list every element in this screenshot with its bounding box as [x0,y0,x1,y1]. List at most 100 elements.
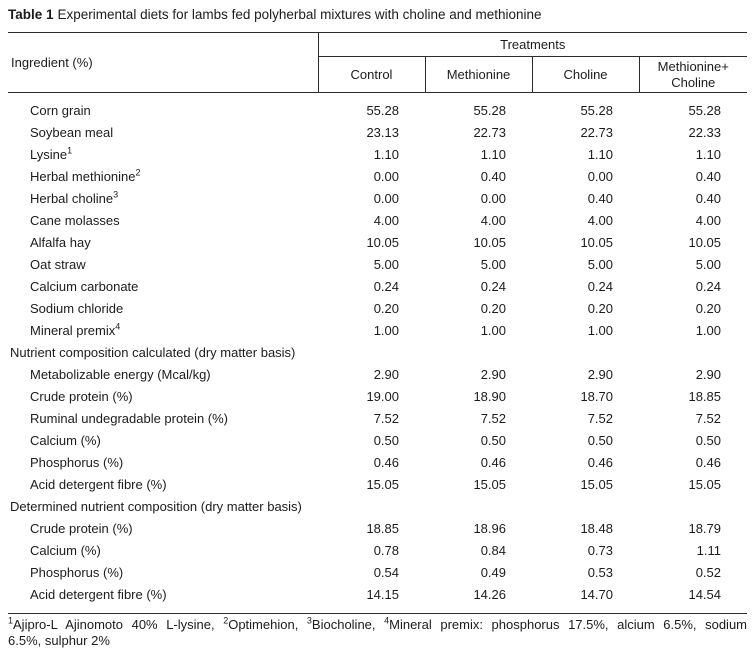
row-label: Oat straw [30,257,86,272]
value-cell: 5.00 [587,257,613,272]
value-cell: 1.11 [696,543,722,558]
value-cell: 15.05 [580,477,613,492]
value-cell: 18.48 [580,521,613,536]
value-cell: 0.40 [480,169,506,184]
value-cell: 1.10 [373,147,399,162]
table-row: Crude protein (%) 18.85 18.96 18.48 18.79 [8,518,747,540]
value-cell: 1.00 [373,323,399,338]
value-cell: 15.05 [688,477,722,492]
table-row: Herbal choline3 0.00 0.00 0.40 0.40 [8,188,747,210]
column-header-methionine-choline: Methionine+ Choline [638,56,748,93]
table-caption-label: Table 1 [8,7,54,22]
value-cell: 0.24 [587,279,613,294]
value-cell: 14.15 [366,587,399,602]
value-cell: 0.40 [587,191,613,206]
table-row: Crude protein (%) 19.00 18.90 18.70 18.85 [8,386,747,408]
value-cell: 0.46 [587,455,613,470]
row-label: Calcium (%) [30,543,101,558]
section-row: Determined nutrient composition (dry mat… [8,496,747,518]
value-cell: 1.10 [695,147,722,162]
table-row: Alfalfa hay 10.05 10.05 10.05 10.05 [8,232,747,254]
section-row: Nutrient composition calculated (dry mat… [8,342,747,364]
value-cell: 7.52 [373,411,399,426]
value-cell: 4.00 [480,213,506,228]
value-cell: 0.20 [480,301,506,316]
value-cell: 0.49 [480,565,506,580]
value-cell: 0.40 [695,169,722,184]
value-cell: 18.85 [366,521,399,536]
value-cell: 0.00 [373,169,399,184]
value-cell: 0.50 [695,433,722,448]
value-cell: 0.00 [373,191,399,206]
row-label: Crude protein (%) [30,521,133,536]
section-label: Determined nutrient composition (dry mat… [10,499,302,514]
value-cell: 7.52 [587,411,613,426]
row-label: Calcium carbonate [30,279,139,294]
column-header-methionine: Methionine [424,56,532,93]
value-cell: 5.00 [480,257,506,272]
table-row: Acid detergent fibre (%) 15.05 15.05 15.05 1… [8,474,747,496]
value-cell: 10.05 [580,235,613,250]
treatments-header: Treatments [317,32,748,57]
value-cell: 0.50 [480,433,506,448]
value-cell: 1.10 [587,147,613,162]
footnote-line-2: 6.5%, sulphur 2% [8,633,110,648]
value-cell: 22.73 [473,125,506,140]
value-cell: 0.20 [373,301,399,316]
value-cell: 2.90 [373,367,399,382]
table-header: Ingredient (%) Treatments Control Methio… [8,32,748,93]
value-cell: 2.90 [695,367,722,382]
row-label: Phosphorus (%) [30,565,124,580]
value-cell: 5.00 [373,257,399,272]
table-row: Herbal methionine2 0.00 0.40 0.00 0.40 [8,166,747,188]
row-label: Acid detergent fibre (%) [30,477,167,492]
value-cell: 2.90 [587,367,613,382]
value-cell: 0.00 [587,169,613,184]
table-footnote: 1Ajipro-L Ajinomoto 40% L-lysine, 2Optim… [8,615,748,649]
value-cell: 18.90 [473,389,506,404]
row-label: Soybean meal [30,125,114,140]
value-cell: 22.33 [688,125,722,140]
table-row: Ruminal undegradable protein (%) 7.52 7.52… [8,408,747,430]
footnote-marker: 4 [115,321,121,332]
table-row: Lysine1 1.10 1.10 1.10 1.10 [8,144,747,166]
footnote-marker: 1 [8,615,14,626]
value-cell: 18.85 [688,389,722,404]
header-row-treatments: Ingredient (%) Treatments [8,32,748,93]
table-body: Corn grain 55.28 55.28 55.28 55.28 Soybean me… [8,93,747,614]
value-cell: 18.96 [473,521,506,536]
table-row: Acid detergent fibre (%) 14.15 14.26 14.70 1… [8,584,747,614]
row-label: Acid detergent fibre (%) [30,587,167,602]
value-cell: 55.28 [580,103,613,118]
table-row: Sodium chloride 0.20 0.20 0.20 0.20 [8,298,747,320]
table-caption-text: Experimental diets for lambs fed polyher… [57,7,542,22]
value-cell: 4.00 [373,213,399,228]
footnote-marker: 1 [67,145,73,156]
value-cell: 1.10 [480,147,506,162]
value-cell: 19.00 [366,389,399,404]
value-cell: 0.73 [587,543,613,558]
row-label: Mineral premix4 [30,321,121,338]
value-cell: 14.70 [580,587,613,602]
row-label: Sodium chloride [30,301,124,316]
footnote-line-1: 1Ajipro-L Ajinomoto 40% L-lysine, 2Optim… [8,615,748,632]
value-cell: 0.20 [587,301,613,316]
value-cell: 0.24 [695,279,722,294]
value-cell: 1.00 [587,323,613,338]
value-cell: 1.00 [695,323,722,338]
diet-table: Ingredient (%) Treatments Control Methio… [8,32,748,614]
value-cell: 18.79 [688,521,722,536]
footnote-marker: 2 [135,167,141,178]
footnote-marker: 4 [384,615,390,626]
row-label: Phosphorus (%) [30,455,124,470]
row-label: Corn grain [30,103,91,118]
value-cell: 0.24 [480,279,506,294]
table-row: Calcium (%) 0.50 0.50 0.50 0.50 [8,430,747,452]
value-cell: 55.28 [366,103,399,118]
row-label: Alfalfa hay [30,235,91,250]
table-row: Calcium (%) 0.78 0.84 0.73 1.11 [8,540,747,562]
value-cell: 2.90 [480,367,506,382]
value-cell: 0.50 [373,433,399,448]
row-label: Lysine1 [30,145,73,162]
